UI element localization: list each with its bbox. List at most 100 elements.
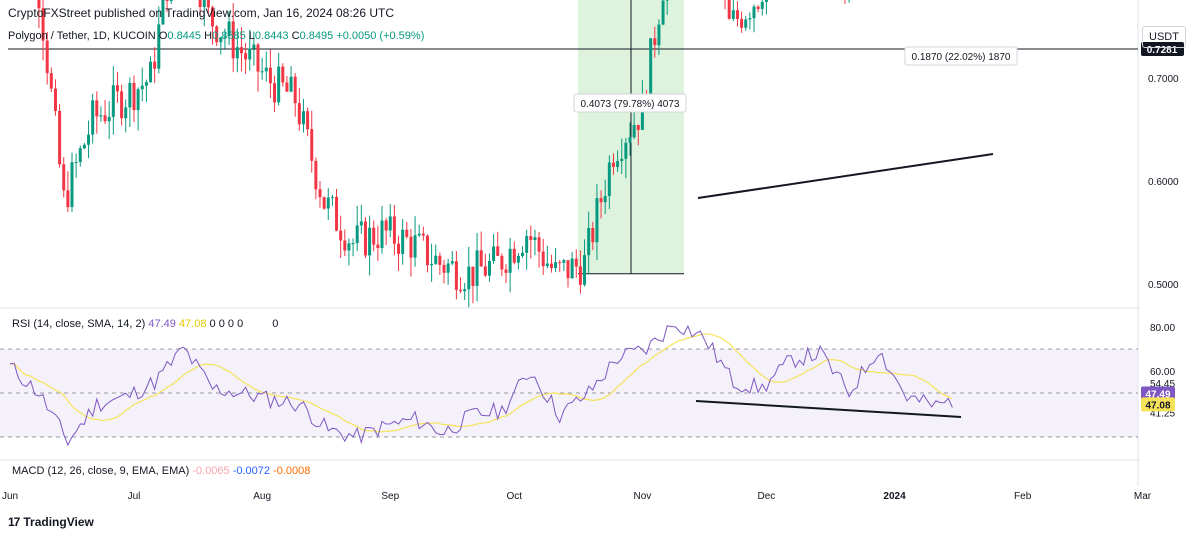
rsi-extra-2: 0	[227, 318, 235, 330]
measure-label-box-1	[573, 93, 687, 113]
candle-body	[760, 1, 764, 9]
ohlc-low-value: 0.8443	[254, 30, 289, 42]
candle-body	[132, 82, 136, 111]
candle-body	[516, 256, 520, 263]
candle-body	[496, 246, 500, 256]
candle-body	[376, 244, 380, 249]
candle-body	[215, 26, 219, 43]
candle-body	[111, 85, 115, 117]
candle-body	[537, 237, 541, 252]
candle-body	[380, 220, 384, 249]
candle-body	[603, 196, 607, 203]
measure-label-box-2	[904, 46, 1018, 66]
candle-body	[628, 137, 632, 143]
candle-body	[277, 66, 281, 103]
rsi-last-label-0: 47.49	[1145, 390, 1170, 401]
rsi-extra-4: 0	[272, 318, 279, 330]
rsi-tick-3: 41.25	[1150, 408, 1175, 419]
candle-body	[289, 76, 293, 92]
time-tick-9: Mar	[1134, 491, 1152, 502]
candle-body	[430, 263, 434, 266]
candle-body	[388, 216, 392, 231]
candle-body	[202, 0, 206, 8]
currency-selector[interactable]: USDT	[1142, 26, 1186, 48]
candle-body	[554, 262, 558, 268]
candle-body	[227, 21, 231, 37]
tradingview-logo-text: TradingView	[23, 515, 94, 529]
candle-body	[62, 164, 66, 191]
candle-body	[570, 258, 574, 279]
candle-body	[450, 261, 454, 264]
candle-body	[219, 37, 223, 43]
level-tag-3	[1141, 42, 1184, 57]
candle-body	[53, 88, 57, 111]
ohlc-close-value: 0.8495	[299, 30, 334, 42]
rsi-extra-1: 0	[218, 318, 225, 330]
candle-body	[248, 48, 252, 60]
candle-body	[322, 197, 326, 209]
candle-body	[471, 266, 475, 286]
candle-body	[153, 61, 157, 69]
candle-body	[566, 260, 570, 279]
candle-body	[425, 235, 429, 266]
candle-body	[41, 8, 45, 41]
ohlc-high-label: H	[204, 30, 213, 42]
candle-body	[335, 196, 339, 231]
macd-title: MACD (12, 26, close, 9, EMA, EMA)	[12, 465, 190, 477]
time-tick-5: Nov	[634, 491, 652, 502]
candle-body	[252, 44, 256, 49]
price-tick-4: 0.7000	[1148, 74, 1179, 85]
rsi-title: RSI (14, close, SMA, 14, 2)	[12, 318, 146, 330]
candle-body	[231, 21, 235, 59]
candle-body	[413, 235, 417, 258]
candle-body	[392, 216, 396, 244]
price-change: +0.0050 (+0.59%)	[336, 30, 425, 42]
candle-body	[99, 115, 103, 117]
candle-body	[620, 158, 624, 162]
candle-body	[764, 0, 768, 2]
candle-body	[446, 263, 450, 273]
candle-body	[731, 10, 735, 19]
candle-body	[169, 0, 173, 2]
candle-body	[318, 189, 322, 198]
publisher-line: CryptoFXStreet published on TradingView.…	[8, 6, 394, 20]
rsi-ma-value: 47.08	[178, 318, 207, 330]
rsi-value: 47.49	[148, 318, 176, 330]
rsi-tick-1: 60.00	[1150, 367, 1175, 378]
rsi-legend: RSI (14, close, SMA, 14, 2) 47.49 47.08 …	[12, 318, 278, 330]
ohlc-open-label: O	[158, 30, 168, 42]
candle-body	[372, 227, 376, 245]
candle-body	[607, 162, 611, 197]
candle-body	[244, 53, 248, 60]
candle-body	[744, 19, 748, 28]
candle-body	[157, 24, 161, 69]
candle-body	[211, 7, 215, 27]
candle-body	[206, 0, 210, 8]
candle-body	[343, 240, 347, 251]
macd-line-value: -0.0072	[232, 465, 271, 477]
candle-body	[37, 0, 41, 9]
candle-body	[483, 266, 487, 276]
measure-label-2: 0.1870 (22.02%) 1870	[912, 52, 1011, 63]
candle-body	[330, 196, 334, 198]
ascending-trendline	[697, 153, 994, 199]
candle-body	[401, 229, 405, 254]
candle-body	[235, 47, 239, 59]
candle-body	[624, 142, 628, 159]
time-tick-8: Feb	[1014, 491, 1032, 502]
candle-body	[463, 289, 467, 292]
candle-body	[359, 221, 363, 226]
candle-body	[115, 85, 119, 92]
candle-body	[595, 198, 599, 243]
candle-body	[136, 89, 140, 111]
candle-body	[368, 227, 372, 256]
ohlc-open-value: 0.8445	[167, 30, 202, 42]
candle-body	[82, 144, 86, 149]
candle-body	[752, 6, 756, 19]
tradingview-logo[interactable]: 17 TradingView	[8, 515, 94, 529]
time-tick-2: Aug	[253, 491, 271, 502]
candle-body	[124, 107, 128, 119]
tradingview-logo-mark: 17	[8, 515, 20, 529]
candle-body	[74, 162, 78, 164]
